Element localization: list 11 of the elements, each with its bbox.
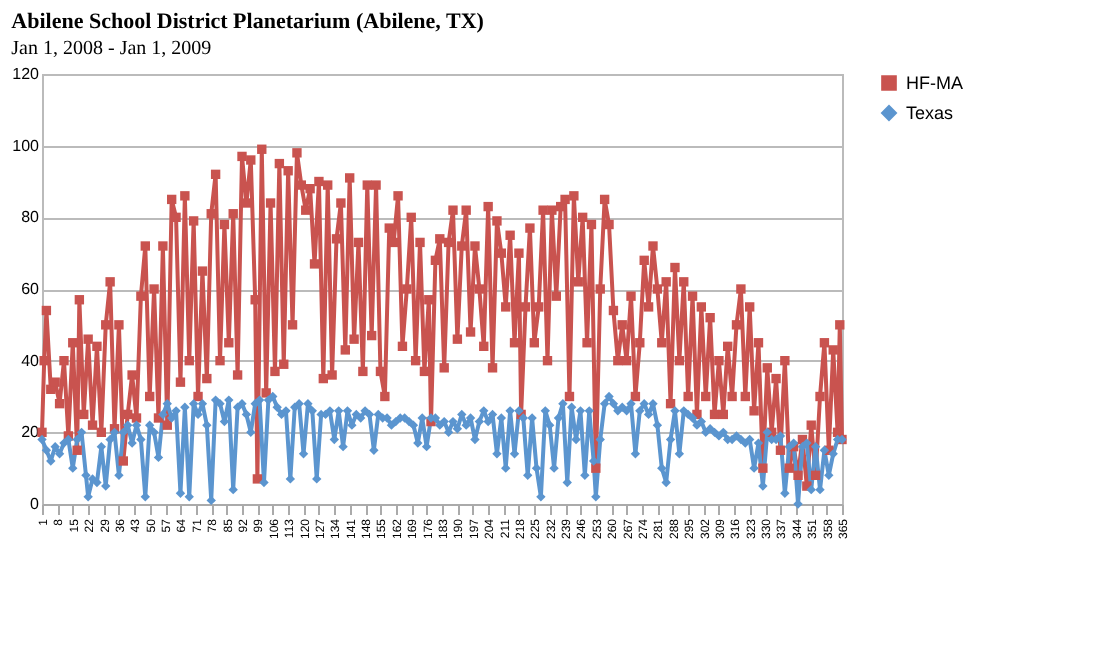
- y-tick-label: 40: [21, 351, 41, 370]
- chart-subtitle: Jan 1, 2008 - Jan 1, 2009: [11, 38, 212, 60]
- legend-label: Texas: [906, 103, 955, 123]
- y-tick-label: 80: [21, 208, 41, 227]
- y-tick-label: 0: [30, 495, 41, 513]
- y-tick-label: 100: [12, 136, 41, 155]
- legend-label: HF-MA: [906, 73, 963, 93]
- y-tick-label: 60: [21, 280, 41, 298]
- chart-title: Abilene School District Planetarium (Abilene, TX): [11, 10, 485, 34]
- y-tick-label: 20: [21, 423, 41, 442]
- y-tick-label: 120: [12, 65, 41, 83]
